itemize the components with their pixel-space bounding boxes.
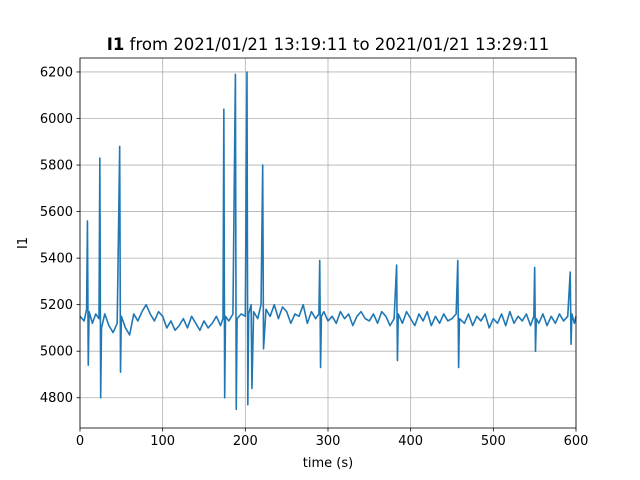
x-tick-label: 400 [398, 434, 423, 449]
x-tick-label: 200 [233, 434, 258, 449]
y-tick-label: 6000 [40, 112, 73, 127]
y-axis-label: I1 [16, 237, 31, 249]
grid [79, 58, 577, 428]
chart-title-bold: I1 [107, 35, 125, 54]
y-tick-label: 5800 [40, 159, 73, 174]
x-axis-ticks: 0 100 200 300 400 500 600 [76, 428, 589, 449]
x-tick-label: 0 [76, 434, 84, 449]
y-tick-label: 5400 [40, 252, 73, 267]
y-axis-ticks: 4800 5000 5200 5400 5600 5800 6000 6200 [40, 65, 80, 406]
x-axis-label: time (s) [303, 456, 353, 471]
y-tick-label: 5200 [40, 298, 73, 313]
y-tick-label: 6200 [40, 65, 73, 80]
chart-title-rest: from 2021/01/21 13:19:11 to 2021/01/21 1… [124, 35, 549, 54]
series-layer [79, 71, 577, 411]
x-tick-label: 600 [564, 434, 589, 449]
chart-title: I1 from 2021/01/21 13:19:11 to 2021/01/2… [107, 35, 549, 54]
x-tick-label: 100 [150, 434, 175, 449]
y-tick-label: 5000 [40, 345, 73, 360]
series-line [79, 71, 577, 411]
x-tick-label: 500 [481, 434, 506, 449]
y-tick-label: 4800 [40, 391, 73, 406]
y-tick-label: 5600 [40, 205, 73, 220]
x-tick-label: 300 [316, 434, 341, 449]
